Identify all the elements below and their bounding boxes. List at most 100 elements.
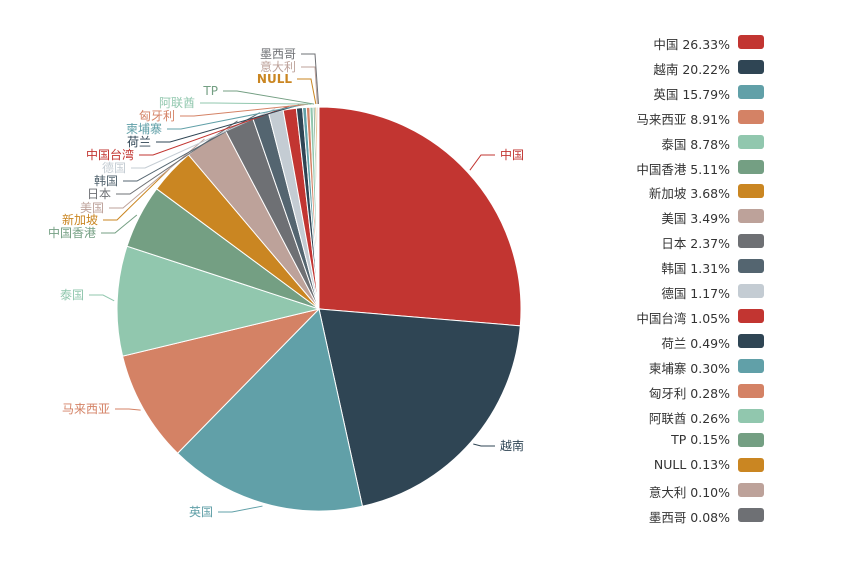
legend-item-18[interactable]: 意大利 0.10% (598, 480, 778, 500)
legend-label: 韩国 1.31% (661, 261, 730, 277)
pie-slice-4[interactable] (116, 245, 321, 357)
leader-line-17 (297, 78, 317, 105)
slice-label-14: 匈牙利 (139, 109, 175, 123)
legend-item-2[interactable]: 英国 15.79% (598, 82, 778, 102)
leader-line-11 (139, 105, 290, 156)
legend-item-5[interactable]: 中国香港 5.11% (598, 157, 778, 177)
slice-label-4: 泰国 (60, 288, 84, 302)
legend-swatch (738, 383, 764, 398)
slice-label-8: 日本 (87, 187, 111, 201)
legend-swatch (738, 284, 764, 298)
slice-label-0: 中国 (500, 147, 524, 162)
legend-label: 越南 20.22% (653, 61, 730, 77)
leader-line-5 (101, 214, 138, 234)
leader-line-4 (89, 294, 115, 302)
legend-label: 英国 15.79% (653, 86, 730, 102)
legend-item-1[interactable]: 越南 20.22% (598, 57, 778, 77)
legend-item-6[interactable]: 新加坡 3.68% (598, 181, 778, 201)
slice-label-15: 阿联酋 (159, 95, 195, 110)
leader-line-6 (103, 168, 170, 221)
legend-label: 新加坡 3.68% (648, 186, 730, 202)
leader-line-13 (167, 104, 305, 130)
legend-item-19[interactable]: 墨西哥 0.08% (598, 505, 778, 525)
legend-item-17[interactable]: NULL 0.13% (598, 455, 778, 475)
slice-label-3: 马来西亚 (62, 402, 110, 416)
legend-swatch (738, 159, 764, 174)
legend-item-8[interactable]: 日本 2.37% (598, 231, 778, 251)
leader-line-0 (469, 154, 495, 171)
leader-line-16 (223, 90, 315, 105)
legend-item-9[interactable]: 韩国 1.31% (598, 256, 778, 276)
legend-swatch (738, 458, 764, 473)
legend-swatch (738, 358, 764, 373)
legend-item-12[interactable]: 荷兰 0.49% (598, 331, 778, 351)
slice-label-5: 中国香港 (48, 225, 96, 240)
pie-slice-19[interactable] (317, 106, 320, 310)
legend-swatch (738, 433, 764, 448)
legend-label: 中国 26.33% (653, 37, 730, 52)
legend-swatch (738, 109, 764, 124)
legend-item-15[interactable]: 阿联酋 0.26% (598, 406, 778, 426)
legend-label: 意大利 0.10% (648, 485, 730, 501)
legend-item-3[interactable]: 马来西亚 8.91% (598, 107, 778, 127)
leader-line-18 (301, 66, 318, 105)
leader-line-1 (473, 443, 495, 447)
legend-label: 阿联酋 0.26% (648, 410, 730, 426)
slice-label-1: 越南 (500, 438, 524, 453)
legend-label: 柬埔寨 0.30% (648, 360, 730, 376)
pie-slice-0[interactable] (318, 106, 522, 327)
slice-label-10: 德国 (102, 160, 126, 175)
pie-slice-3[interactable] (121, 308, 321, 454)
legend-label: 泰国 8.78% (661, 136, 730, 152)
pie-slice-1[interactable] (318, 308, 521, 507)
legend-label: 日本 2.37% (661, 236, 730, 252)
legend-swatch (738, 259, 764, 274)
leader-line-15 (200, 102, 312, 105)
slice-label-9: 韩国 (94, 173, 118, 188)
slice-label-19: 墨西哥 (260, 47, 296, 61)
leader-line-19 (301, 53, 319, 105)
legend-swatch (738, 59, 764, 74)
leader-line-2 (218, 505, 263, 513)
legend-swatch (738, 184, 764, 199)
legend-label: TP 0.15% (671, 432, 730, 448)
slice-label-11: 中国台湾 (86, 147, 134, 162)
legend-label: 匈牙利 0.28% (648, 385, 730, 401)
legend-item-11[interactable]: 中国台湾 1.05% (598, 306, 778, 326)
leader-line-9 (123, 112, 261, 182)
legend-item-0[interactable]: 中国 26.33% (598, 32, 778, 52)
legend-swatch (738, 35, 764, 49)
legend-item-14[interactable]: 匈牙利 0.28% (598, 381, 778, 401)
legend-item-13[interactable]: 柬埔寨 0.30% (598, 356, 778, 376)
slice-label-16: TP (202, 84, 218, 98)
slice-label-12: 荷兰 (127, 135, 151, 149)
pie-slice-2[interactable] (176, 307, 364, 512)
legend-swatch (738, 209, 764, 224)
legend-label: 美国 3.49% (661, 211, 730, 227)
legend-swatch (738, 483, 764, 498)
slice-label-17: NULL (257, 72, 292, 86)
legend-swatch (738, 84, 764, 99)
legend-item-4[interactable]: 泰国 8.78% (598, 132, 778, 152)
slice-label-2: 英国 (189, 505, 213, 519)
legend-swatch (738, 408, 764, 423)
slice-label-6: 新加坡 (62, 212, 98, 227)
legend-label: 德国 1.17% (661, 286, 730, 301)
legend-swatch (738, 508, 764, 523)
slice-label-13: 柬埔寨 (126, 121, 162, 136)
leader-line-10 (131, 108, 276, 169)
legend-item-7[interactable]: 美国 3.49% (598, 206, 778, 226)
leader-line-12 (156, 104, 300, 143)
legend-item-10[interactable]: 德国 1.17% (598, 281, 778, 301)
slice-label-18: 意大利 (260, 59, 296, 74)
legend-label: 荷兰 0.49% (661, 335, 730, 351)
legend-label: 墨西哥 0.08% (648, 510, 730, 526)
legend-label: 中国香港 5.11% (636, 161, 730, 177)
legend-item-16[interactable]: TP 0.15% (598, 430, 778, 450)
legend-label: NULL 0.13% (653, 457, 730, 473)
legend-swatch (738, 333, 764, 348)
legend-label: 中国台湾 1.05% (636, 310, 730, 326)
legend-swatch (738, 308, 764, 323)
